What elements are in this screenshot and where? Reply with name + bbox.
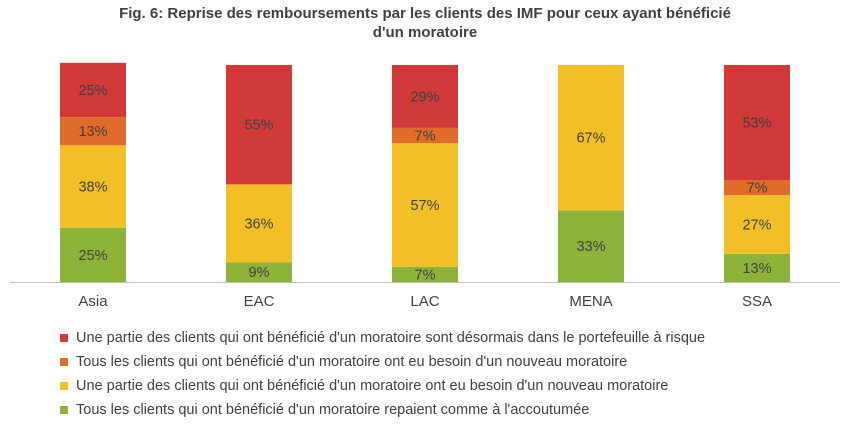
bar-segment-eac-s1 — [226, 184, 292, 263]
legend-swatch-s1 — [60, 382, 68, 390]
bar-segment-mena-s1 — [558, 65, 624, 211]
bar-segment-ssa-s3 — [724, 65, 790, 181]
x-tick-label-ssa: SSA — [742, 293, 772, 310]
data-label-ssa-s1: 27% — [742, 217, 771, 233]
bar-segment-asia-s1 — [60, 145, 126, 228]
bar-segment-lac-s0 — [392, 266, 458, 282]
bar-segment-ssa-s0 — [724, 253, 790, 282]
bar-segment-asia-s3 — [60, 62, 126, 118]
data-label-lac-s3: 29% — [410, 89, 439, 105]
x-tick-label-lac: LAC — [410, 293, 439, 310]
data-label-mena-s1: 67% — [576, 131, 605, 147]
data-label-asia-s2: 13% — [78, 124, 107, 140]
x-tick-label-asia: Asia — [78, 293, 108, 310]
data-label-asia-s3: 25% — [78, 83, 107, 99]
legend-swatch-s0 — [60, 406, 68, 414]
data-label-asia-s0: 25% — [78, 248, 107, 264]
bar-segment-eac-s0 — [226, 262, 292, 282]
data-label-eac-s0: 9% — [249, 265, 270, 281]
data-label-mena-s0: 33% — [576, 239, 605, 255]
legend-item-s1: Une partie des clients qui ont bénéficié… — [60, 374, 840, 398]
chart-title-line-2: d'un moratoire — [372, 24, 478, 41]
chart-title-line-1: Fig. 6: Reprise des remboursements par l… — [119, 5, 731, 22]
data-label-lac-s2: 7% — [415, 129, 436, 145]
stacked-bar-plot: 25% 38% 13% 25% Asia 9% 36% 55% EAC 7% 57% 7% 29% LAC… — [10, 62, 840, 310]
bar-segment-lac-s2 — [392, 127, 458, 144]
x-tick-label-mena: MENA — [569, 293, 612, 310]
x-tick-label-eac: EAC — [244, 293, 275, 310]
data-label-lac-s0: 7% — [415, 267, 436, 283]
data-label-eac-s3: 55% — [244, 118, 273, 134]
data-label-ssa-s3: 53% — [742, 116, 771, 132]
data-label-lac-s1: 57% — [410, 198, 439, 214]
legend-item-s3: Une partie des clients qui ont bénéficié… — [60, 326, 840, 350]
bar-segment-lac-s3 — [392, 65, 458, 128]
bar-segment-eac-s3 — [226, 65, 292, 185]
data-label-ssa-s0: 13% — [742, 261, 771, 277]
legend-label-s2: Tous les clients qui ont bénéficié d'un … — [76, 354, 628, 370]
legend-label-s0: Tous les clients qui ont bénéficié d'un … — [76, 402, 590, 418]
legend-item-s0: Tous les clients qui ont bénéficié d'un … — [60, 398, 840, 422]
legend: Une partie des clients qui ont bénéficié… — [60, 326, 840, 422]
legend-item-s2: Tous les clients qui ont bénéficié d'un … — [60, 350, 840, 374]
bar-segment-ssa-s1 — [724, 195, 790, 254]
legend-label-s3: Une partie des clients qui ont bénéficié… — [76, 330, 706, 346]
bar-segment-ssa-s2 — [724, 180, 790, 196]
data-label-asia-s1: 38% — [78, 180, 107, 196]
bar-segment-mena-s0 — [558, 210, 624, 282]
legend-swatch-s3 — [60, 334, 68, 342]
legend-swatch-s2 — [60, 358, 68, 366]
bar-segment-lac-s1 — [392, 143, 458, 267]
data-label-ssa-s2: 7% — [747, 181, 768, 197]
bar-segment-asia-s2 — [60, 117, 126, 146]
legend-label-s1: Une partie des clients qui ont bénéficié… — [76, 378, 669, 394]
bar-segment-asia-s0 — [60, 227, 126, 282]
chart-title: Fig. 6: Reprise des remboursements par l… — [0, 4, 850, 42]
data-label-eac-s1: 36% — [244, 216, 273, 232]
